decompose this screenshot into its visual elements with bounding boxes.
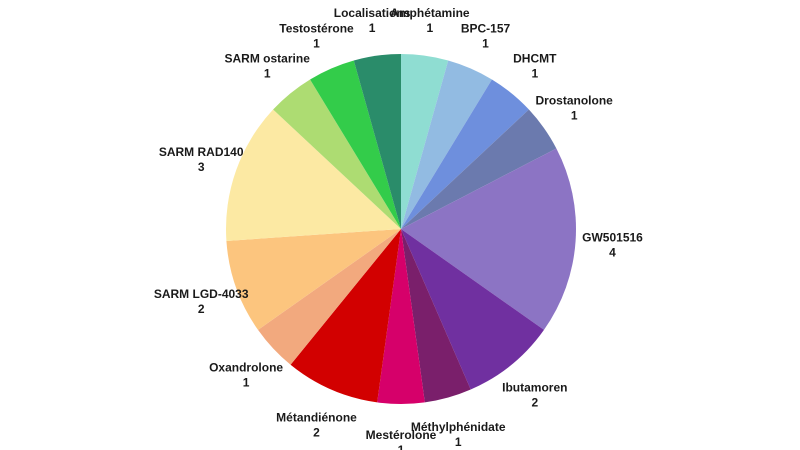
pie-label-value: 4 — [609, 246, 616, 260]
pie-slice-dhcmt — [401, 79, 529, 229]
pie-label-value: 1 — [369, 21, 376, 35]
pie-label-amphetamine: Amphétamine 1 — [390, 6, 470, 35]
pie-label-methylphenidate: Méthylphénidate 1 — [411, 420, 506, 449]
pie-label-oxandrolone: Oxandrolone 1 — [209, 361, 283, 390]
pie-label-gw501516: GW501516 4 — [582, 231, 643, 260]
pie-label-value: 2 — [313, 425, 320, 439]
pie-label-sarm-rad140: SARM RAD140 3 — [159, 145, 244, 174]
pie-slice-metandienone — [290, 229, 401, 403]
pie-label-name: Méthylphénidate — [411, 420, 506, 434]
pie-label-name: BPC-157 — [461, 22, 511, 36]
pie-label-ibutamoren: Ibutamoren 2 — [502, 381, 567, 410]
pie-label-value: 1 — [531, 67, 538, 81]
pie-label-name: GW501516 — [582, 231, 643, 245]
pie-label-value: 1 — [482, 37, 489, 51]
pie-label-value: 1 — [427, 21, 434, 35]
pie-label-name: SARM RAD140 — [159, 145, 244, 159]
pie-label-drostanolone: Drostanolone 1 — [536, 94, 614, 123]
pie-slice-oxandrolone — [258, 229, 401, 365]
pie-slice-methylphenidate — [401, 229, 471, 403]
pie-label-value: 3 — [198, 160, 205, 174]
pie-label-value: 1 — [571, 109, 578, 123]
pie-label-testosterone: Testostérone 1 — [279, 22, 354, 51]
pie-label-value: 2 — [198, 302, 205, 316]
pie-slice-localisations — [353, 54, 401, 229]
pie-slice-mesterolone — [377, 229, 425, 405]
pie-slice-gw501516 — [401, 148, 577, 330]
pie-slice-amphetamine — [401, 54, 449, 229]
pie-label-name: Localisations — [334, 6, 411, 20]
pie-label-sarm-ostarine: SARM ostarine 1 — [225, 52, 311, 81]
pie-label-name: Métandiénone — [276, 410, 357, 424]
pie-label-name: Amphétamine — [390, 6, 470, 20]
pie-label-name: Drostanolone — [536, 94, 614, 108]
pie-slice-sarm-lgd-4033 — [226, 229, 401, 330]
pie-slice-ibutamoren — [401, 229, 544, 390]
pie-label-dhcmt: DHCMT 1 — [513, 52, 557, 81]
pie-slice-testosterone — [310, 60, 401, 229]
pie-slice-sarm-ostarine — [273, 79, 401, 229]
pie-slice-bpc-157 — [401, 60, 492, 229]
pie-label-bpc-157: BPC-157 1 — [461, 22, 511, 51]
pie-label-mesterolone: Mestérolone 1 — [366, 428, 437, 450]
pie-label-value: 1 — [264, 67, 271, 81]
pie-label-name: Testostérone — [279, 22, 354, 36]
pie-label-name: Ibutamoren — [502, 381, 567, 395]
pie-label-sarm-lgd-4033: SARM LGD-4033 2 — [154, 287, 249, 316]
pie-slice-sarm-rad140 — [226, 109, 401, 241]
pie-label-value: 1 — [313, 37, 320, 51]
pie-label-value: 1 — [455, 435, 462, 449]
pie-label-name: Oxandrolone — [209, 361, 283, 375]
pie-label-value: 2 — [531, 396, 538, 410]
pie-label-value: 1 — [243, 376, 250, 390]
pie-label-name: DHCMT — [513, 52, 557, 66]
pie-slices — [226, 54, 577, 405]
pie-label-name: Mestérolone — [366, 428, 437, 442]
pie-label-value: 1 — [398, 443, 405, 450]
pie-slice-drostanolone — [401, 109, 557, 229]
pie-label-localisations: Localisations 1 — [334, 6, 411, 35]
pie-label-metandienone: Métandiénone 2 — [276, 410, 357, 439]
pie-label-name: SARM LGD-4033 — [154, 287, 249, 301]
pie-label-name: SARM ostarine — [225, 52, 311, 66]
